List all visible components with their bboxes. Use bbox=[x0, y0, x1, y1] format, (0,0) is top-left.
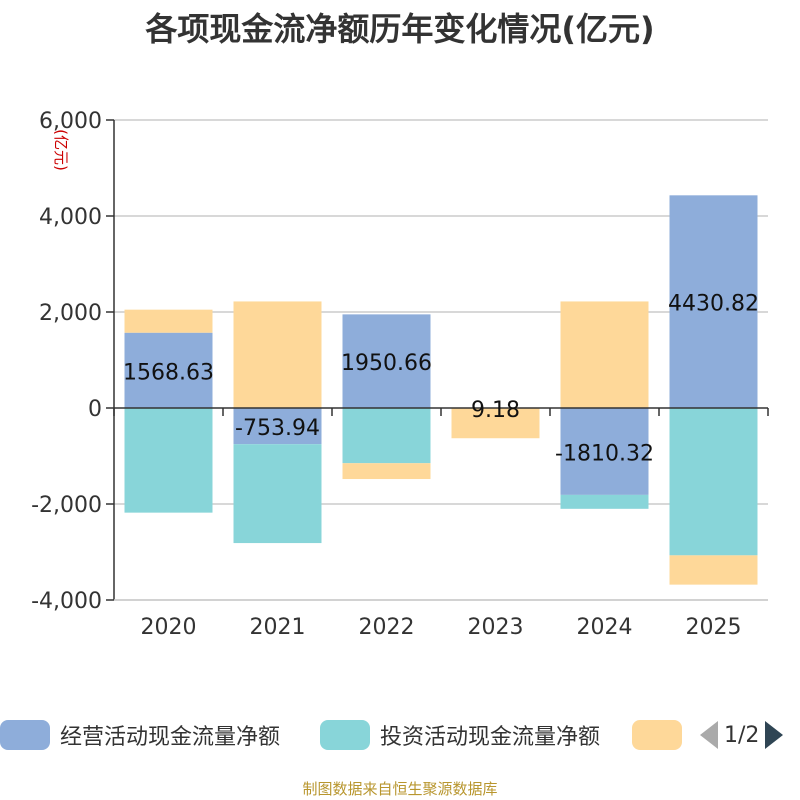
legend-swatch-investing bbox=[320, 720, 370, 750]
bar-2020-series-2 bbox=[124, 309, 213, 333]
legend-next-icon[interactable] bbox=[765, 721, 784, 749]
bar-2021-series-0 bbox=[233, 408, 322, 445]
bar-2023-series-2 bbox=[451, 408, 540, 439]
bar-2024-series-0 bbox=[560, 408, 649, 495]
legend-label-investing: 投资活动现金流量净额 bbox=[380, 725, 601, 750]
legend-label-operating: 经营活动现金流量净额 bbox=[60, 725, 281, 750]
legend-swatch-financing bbox=[632, 720, 682, 750]
x-tick-label-2024: 2024 bbox=[577, 615, 633, 640]
y-tick-label-1: -2,000 bbox=[31, 493, 102, 518]
legend-item-operating[interactable]: 经营活动现金流量净额 bbox=[0, 718, 280, 752]
x-tick-label-2022: 2022 bbox=[359, 615, 415, 640]
x-tick-label-2020: 2020 bbox=[141, 615, 197, 640]
x-tick-label-2023: 2023 bbox=[468, 615, 524, 640]
y-axis-unit-label: (亿元) bbox=[52, 129, 70, 171]
bar-2024-series-1 bbox=[560, 494, 649, 509]
legend-item-investing[interactable]: 投资活动现金流量净额 bbox=[320, 718, 600, 752]
y-tick-label-5: 6,000 bbox=[39, 109, 102, 134]
data-label-2025: 4430.82 bbox=[668, 292, 759, 317]
chart-title: 各项现金流净额历年变化情况(亿元) bbox=[145, 10, 655, 48]
bar-2025-series-2 bbox=[669, 555, 758, 585]
y-tick-label-3: 2,000 bbox=[39, 301, 102, 326]
data-label-2024: -1810.32 bbox=[555, 441, 654, 466]
legend-page-indicator: 1/2 bbox=[724, 722, 760, 748]
x-tick-label-2025: 2025 bbox=[686, 615, 742, 640]
data-label-2020: 1568.63 bbox=[123, 360, 214, 385]
bar-2020-series-0 bbox=[124, 332, 213, 408]
legend: 经营活动现金流量净额 投资活动现金流量净额 bbox=[0, 718, 800, 752]
legend-swatch-operating bbox=[0, 720, 50, 750]
legend-prev-icon[interactable] bbox=[700, 721, 718, 749]
y-tick-label-2: 0 bbox=[88, 397, 102, 422]
y-tick-label-0: -4,000 bbox=[31, 589, 102, 614]
bar-2021-series-1 bbox=[233, 444, 322, 544]
bar-2022-series-2 bbox=[342, 463, 431, 480]
data-source: 制图数据来自恒生聚源数据库 bbox=[302, 780, 498, 798]
bar-2022-series-0 bbox=[342, 314, 431, 408]
legend-item-financing[interactable] bbox=[632, 718, 682, 752]
bar-2022-series-1 bbox=[342, 408, 431, 464]
bar-2024-series-2 bbox=[560, 301, 649, 408]
bar-2020-series-1 bbox=[124, 408, 213, 513]
data-label-2022: 1950.66 bbox=[341, 351, 432, 376]
data-label-2023: 9.18 bbox=[471, 398, 520, 423]
legend-pager: 1/2 bbox=[700, 718, 784, 752]
y-tick-label-4: 4,000 bbox=[39, 205, 102, 230]
bar-2025-series-0 bbox=[669, 195, 758, 408]
bar-2025-series-1 bbox=[669, 408, 758, 556]
x-tick-label-2021: 2021 bbox=[250, 615, 306, 640]
bar-2021-series-2 bbox=[233, 301, 322, 408]
data-label-2021: -753.94 bbox=[235, 416, 320, 441]
